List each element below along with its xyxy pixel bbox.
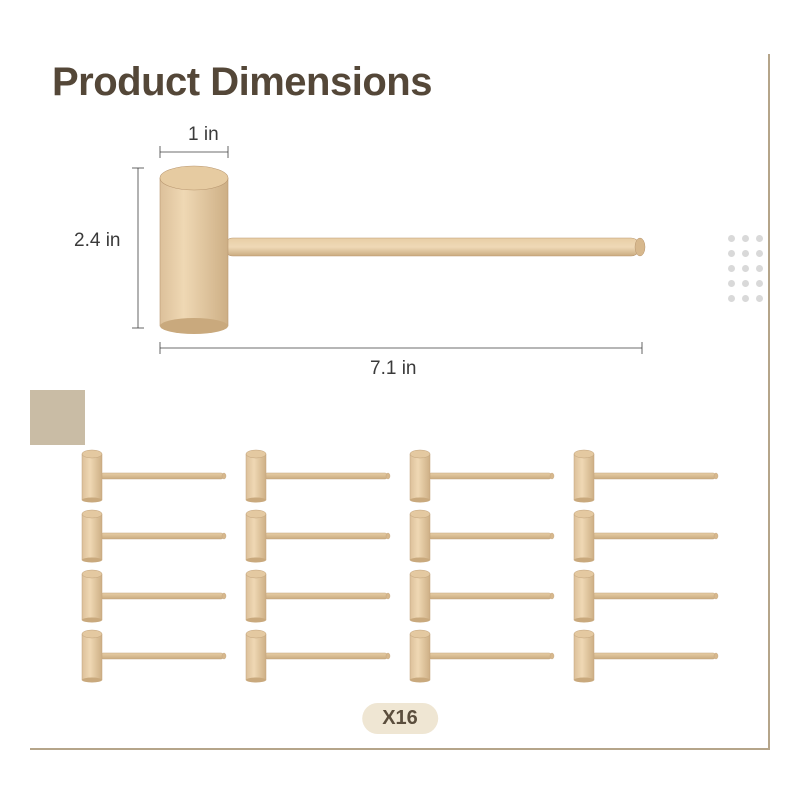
dot — [756, 295, 763, 302]
small-mallet-icon — [406, 628, 560, 684]
mallet-grid-item — [242, 508, 400, 564]
dot — [728, 265, 735, 272]
small-mallet-icon — [78, 628, 232, 684]
dot — [756, 235, 763, 242]
dot-pattern — [728, 235, 764, 302]
small-mallet-icon — [570, 628, 724, 684]
dot — [742, 280, 749, 287]
mallet-grid-item — [242, 568, 400, 624]
small-mallet-icon — [78, 448, 232, 504]
dot — [728, 235, 735, 242]
small-mallet-icon — [570, 568, 724, 624]
dot — [742, 250, 749, 257]
dot — [728, 295, 735, 302]
small-mallet-icon — [78, 508, 232, 564]
frame-right-border — [768, 54, 770, 748]
mallet-grid-item — [406, 508, 564, 564]
mallet-grid-item — [570, 628, 728, 684]
accent-block — [30, 390, 85, 445]
small-mallet-icon — [242, 448, 396, 504]
mallet-grid-item — [406, 628, 564, 684]
mallet-grid-item — [570, 448, 728, 504]
mallet-grid-item — [78, 508, 236, 564]
dimension-diagram: 1 in 2.4 in 7.1 in — [60, 120, 680, 390]
small-mallet-icon — [570, 448, 724, 504]
dot — [742, 235, 749, 242]
frame-bottom-border — [30, 748, 770, 750]
quantity-badge: X16 — [362, 703, 438, 734]
dot — [756, 265, 763, 272]
dot — [728, 280, 735, 287]
small-mallet-icon — [570, 508, 724, 564]
dot — [728, 250, 735, 257]
mallet-grid-item — [570, 508, 728, 564]
mallet-grid-item — [242, 628, 400, 684]
dot — [756, 280, 763, 287]
dot — [756, 250, 763, 257]
mallet-grid-item — [78, 628, 236, 684]
mallet-grid-item — [78, 568, 236, 624]
small-mallet-icon — [242, 568, 396, 624]
small-mallet-icon — [242, 508, 396, 564]
small-mallet-icon — [406, 508, 560, 564]
main-mallet-illustration — [158, 160, 648, 335]
small-mallet-icon — [242, 628, 396, 684]
mallet-grid-item — [78, 448, 236, 504]
small-mallet-icon — [78, 568, 232, 624]
mallet-grid-item — [406, 568, 564, 624]
mallet-grid-item — [570, 568, 728, 624]
page-title: Product Dimensions — [52, 60, 432, 105]
dot — [742, 295, 749, 302]
small-mallet-icon — [406, 448, 560, 504]
mallet-grid-item — [242, 448, 400, 504]
dot — [742, 265, 749, 272]
mallet-grid-item — [406, 448, 564, 504]
mallet-grid — [78, 448, 728, 684]
small-mallet-icon — [406, 568, 560, 624]
